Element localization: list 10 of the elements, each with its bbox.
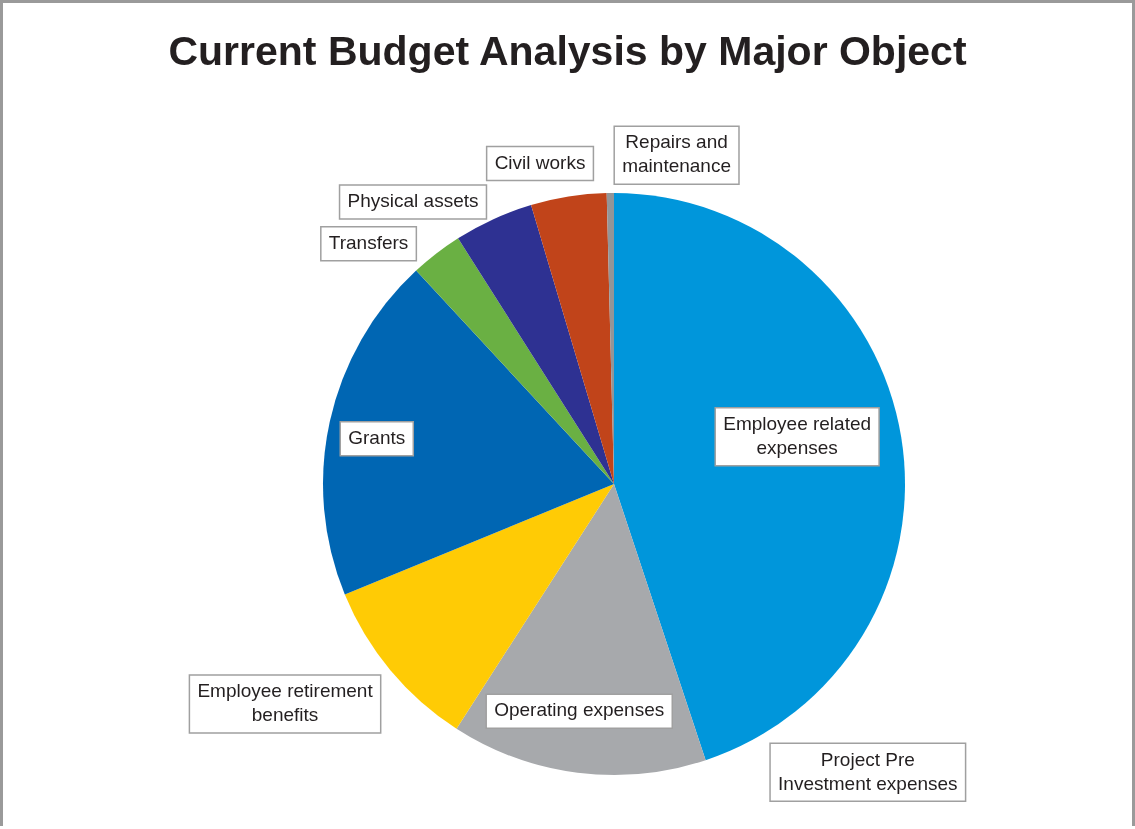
chart-title: Current Budget Analysis by Major Object (167, 28, 968, 75)
slice-label: Transfers (328, 232, 409, 254)
slice-label: Employee related expenses (723, 412, 872, 458)
slice-label: Repairs and maintenance (622, 131, 731, 177)
slice-label: Physical assets (347, 190, 479, 212)
slice-label: Employee retirement benefits (197, 680, 374, 726)
slice-label: Civil works (494, 151, 586, 173)
slice-label: Operating expenses (494, 699, 665, 721)
slice-label: Grants (348, 426, 406, 448)
category-label: Project Pre Investment expenses (778, 748, 958, 794)
